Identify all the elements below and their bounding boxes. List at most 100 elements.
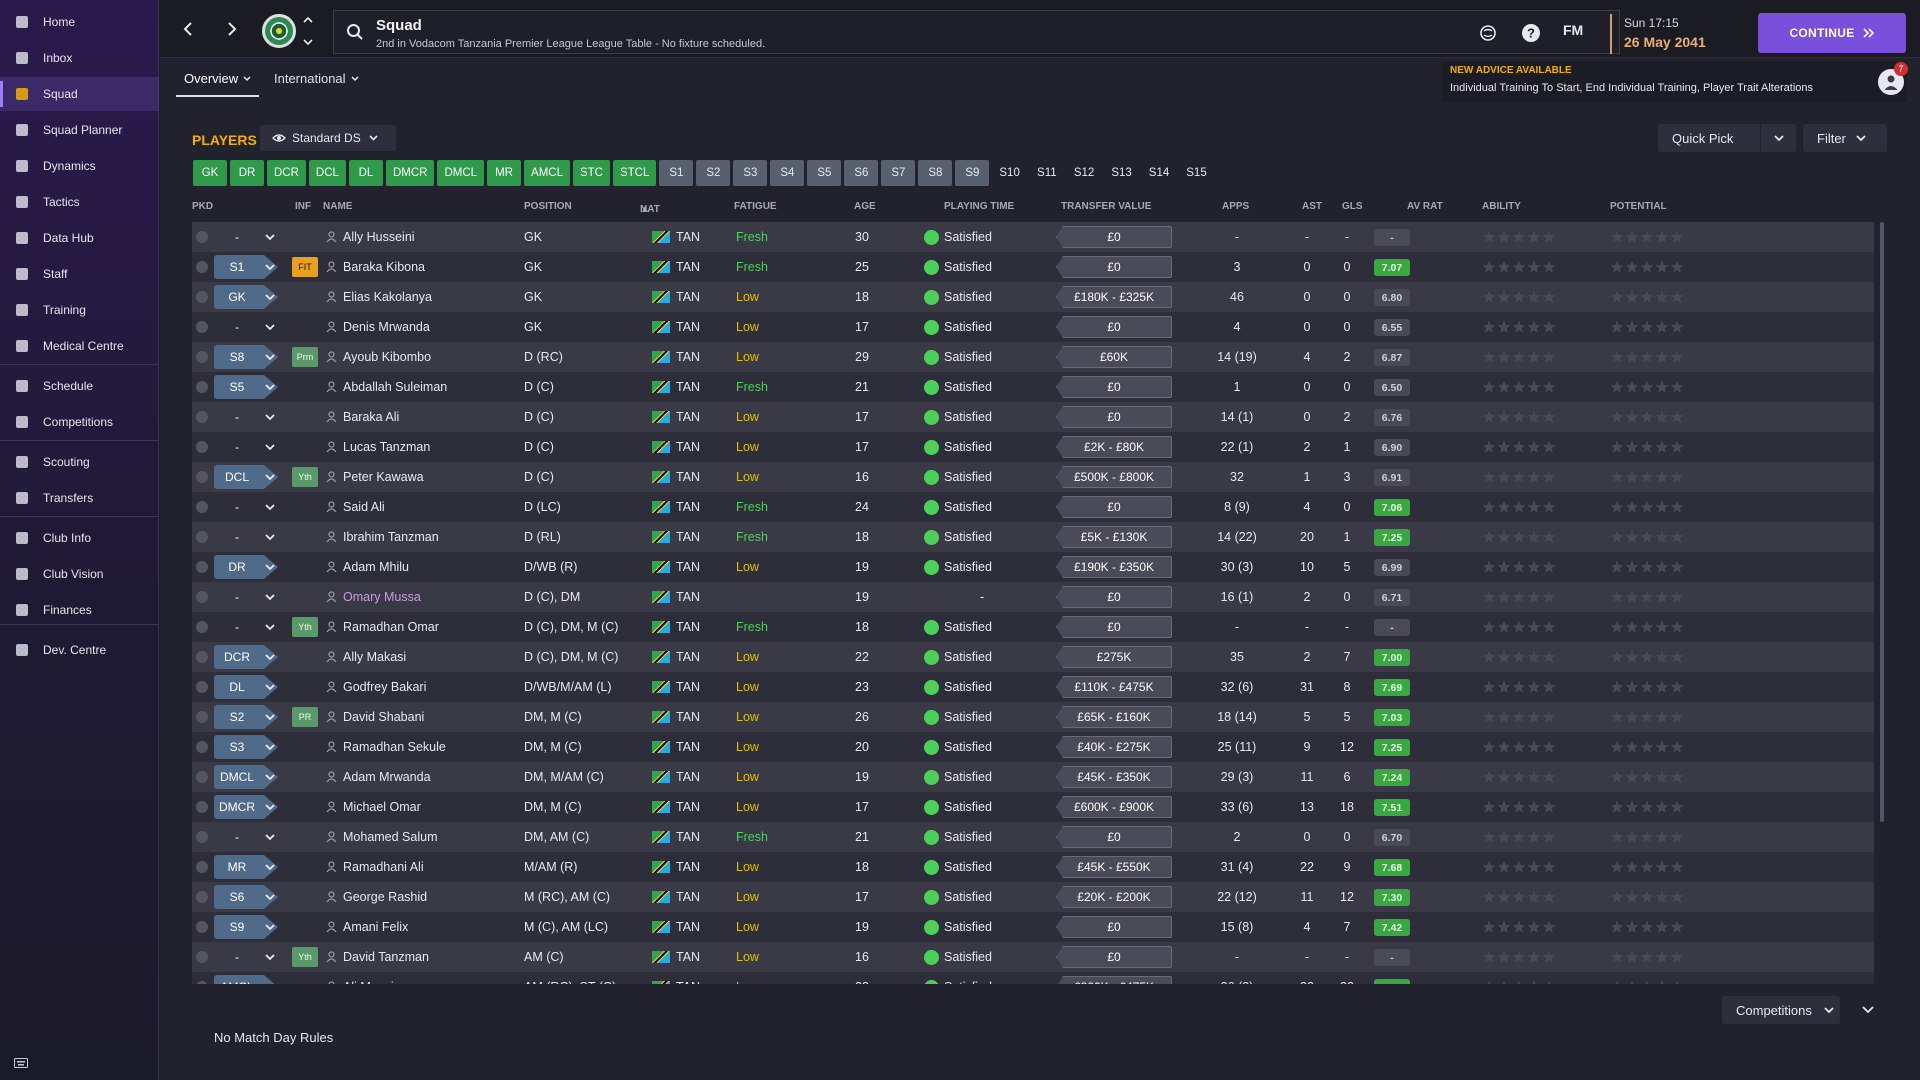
player-name[interactable]: Amani Felix	[343, 920, 409, 934]
help-button[interactable]: ?	[1520, 22, 1542, 44]
back-button[interactable]	[176, 17, 200, 41]
position-filter-s9[interactable]: S9	[955, 160, 990, 186]
row-checkbox[interactable]	[196, 801, 208, 813]
competitions-dropdown[interactable]: Competitions	[1722, 996, 1840, 1024]
selection-dropdown[interactable]: -	[214, 825, 278, 849]
table-row[interactable]: - Lucas Tanzman D (C) TAN Low 17 Satisfied £2K …	[192, 432, 1874, 462]
table-row[interactable]: DMCL Adam Mrwanda DM, M/AM (C) TAN Low 19 Sati…	[192, 762, 1874, 792]
player-name[interactable]: Elias Kakolanya	[343, 290, 432, 304]
table-row[interactable]: - Ibrahim Tanzman D (RL) TAN Fresh 18 Satisfie…	[192, 522, 1874, 552]
row-checkbox[interactable]	[196, 501, 208, 513]
sidebar-item-competitions[interactable]: Competitions	[0, 405, 159, 439]
transfer-value[interactable]: £60K	[1056, 346, 1172, 368]
player-name[interactable]: Omary Mussa	[343, 590, 421, 604]
sidebar-item-data-hub[interactable]: Data Hub	[0, 221, 159, 255]
selection-dropdown[interactable]: -	[214, 615, 278, 639]
table-row[interactable]: - Ally Husseini GK TAN Fresh 30 Satisfied £0 - - -…	[192, 222, 1874, 252]
advice-panel[interactable]: NEW ADVICE AVAILABLE Individual Training…	[1442, 62, 1908, 102]
row-checkbox[interactable]	[196, 741, 208, 753]
transfer-value[interactable]: £190K - £350K	[1056, 556, 1172, 578]
position-filter-mr[interactable]: MR	[487, 160, 522, 186]
view-selector[interactable]: Standard DS	[260, 125, 396, 151]
col-apps[interactable]: APPS	[1222, 201, 1250, 212]
player-name[interactable]: Said Ali	[343, 500, 385, 514]
position-filter-s13[interactable]: S13	[1111, 167, 1132, 179]
row-checkbox[interactable]	[196, 471, 208, 483]
sidebar-item-schedule[interactable]: Schedule	[0, 369, 159, 403]
col-fatigue[interactable]: FATIGUE	[734, 201, 777, 212]
position-filter-stc[interactable]: STC	[572, 160, 610, 186]
position-filter-dl[interactable]: DL	[348, 160, 383, 186]
club-switcher[interactable]	[302, 16, 314, 46]
col-inf[interactable]: INF	[295, 201, 312, 212]
row-checkbox[interactable]	[196, 291, 208, 303]
panel-collapse-icon[interactable]	[1860, 1002, 1876, 1018]
table-row[interactable]: S2 PR David Shabani DM, M (C) TAN Low 26 Satisf…	[192, 702, 1874, 732]
position-filter-dr[interactable]: DR	[230, 160, 264, 186]
transfer-value[interactable]: £2K - £80K	[1056, 436, 1172, 458]
table-row[interactable]: S5 Abdallah Suleiman D (C) TAN Fresh 21 Satisf…	[192, 372, 1874, 402]
transfer-value[interactable]: £0	[1056, 586, 1172, 608]
table-row[interactable]: S1 FIT Baraka Kibona GK TAN Fresh 25 Satisfied £…	[192, 252, 1874, 282]
sidebar-item-staff[interactable]: Staff	[0, 257, 159, 291]
position-filter-s4[interactable]: S4	[770, 160, 805, 186]
sidebar-item-dev-centre[interactable]: Dev. Centre	[0, 633, 159, 667]
player-name[interactable]: Adam Mhilu	[343, 560, 409, 574]
transfer-value[interactable]: £5K - £130K	[1056, 526, 1172, 548]
transfer-value[interactable]: £40K - £275K	[1056, 736, 1172, 758]
selection-dropdown[interactable]: -	[214, 405, 278, 429]
selection-dropdown[interactable]: -	[214, 945, 278, 969]
col-playing-time[interactable]: PLAYING TIME	[944, 201, 1015, 212]
sidebar-item-club-vision[interactable]: Club Vision	[0, 557, 159, 591]
row-checkbox[interactable]	[196, 591, 208, 603]
selection-dropdown[interactable]: DR	[214, 555, 278, 579]
col-potential[interactable]: POTENTIAL	[1610, 201, 1667, 212]
transfer-value[interactable]: £0	[1056, 316, 1172, 338]
transfer-value[interactable]: £20K - £200K	[1056, 886, 1172, 908]
selection-dropdown[interactable]: -	[214, 435, 278, 459]
transfer-value[interactable]: £0	[1056, 406, 1172, 428]
row-checkbox[interactable]	[196, 771, 208, 783]
player-name[interactable]: Godfrey Bakari	[343, 680, 427, 694]
transfer-value[interactable]: £45K - £350K	[1056, 766, 1172, 788]
position-filter-s1[interactable]: S1	[659, 160, 694, 186]
sidebar-item-training[interactable]: Training	[0, 293, 159, 327]
col-gls[interactable]: GLS	[1342, 201, 1363, 212]
player-name[interactable]: Ally Makasi	[343, 650, 407, 664]
selection-dropdown[interactable]: -	[214, 495, 278, 519]
sidebar-item-inbox[interactable]: Inbox	[0, 41, 159, 75]
selection-dropdown[interactable]: AMCL	[214, 975, 278, 984]
tab-international[interactable]: International	[274, 71, 359, 86]
position-filter-s14[interactable]: S14	[1148, 167, 1170, 179]
selection-dropdown[interactable]: -	[214, 525, 278, 549]
fm-logo[interactable]: FM	[1563, 22, 1584, 38]
position-filter-stcl[interactable]: STCL	[612, 160, 657, 186]
transfer-value[interactable]: £300K - £475K	[1056, 976, 1172, 984]
transfer-value[interactable]: £275K	[1056, 646, 1172, 668]
table-row[interactable]: AMCL Ali Masai AM (RC), ST (C) TAN Low 23 Sati…	[192, 972, 1874, 984]
player-name[interactable]: Baraka Ali	[343, 410, 400, 424]
row-checkbox[interactable]	[196, 681, 208, 693]
transfer-value[interactable]: £0	[1056, 946, 1172, 968]
position-filter-s7[interactable]: S7	[881, 160, 916, 186]
table-row[interactable]: DL Godfrey Bakari D/WB/M/AM (L) TAN Low 23 Sat…	[192, 672, 1874, 702]
selection-dropdown[interactable]: -	[214, 585, 278, 609]
position-filter-amcl[interactable]: AMCL	[524, 160, 570, 186]
player-name[interactable]: Michael Omar	[343, 800, 421, 814]
transfer-value[interactable]: £0	[1056, 256, 1172, 278]
table-row[interactable]: - Said Ali D (LC) TAN Fresh 24 Satisfied £0 8 (9…	[192, 492, 1874, 522]
selection-dropdown[interactable]: DL	[214, 675, 278, 699]
position-filter-s10[interactable]: S10	[999, 167, 1020, 179]
transfer-value[interactable]: £110K - £475K	[1056, 676, 1172, 698]
row-checkbox[interactable]	[196, 321, 208, 333]
sidebar-item-medical-centre[interactable]: Medical Centre	[0, 329, 159, 363]
quick-pick-dropdown[interactable]	[1760, 124, 1796, 152]
sidebar-item-finances[interactable]: Finances	[0, 593, 159, 627]
quick-pick-button[interactable]: Quick Pick	[1658, 124, 1796, 152]
table-row[interactable]: DCR Ally Makasi D (C), DM, M (C) TAN Low 22 Sa…	[192, 642, 1874, 672]
position-filter-s2[interactable]: S2	[696, 160, 731, 186]
transfer-value[interactable]: £45K - £550K	[1056, 856, 1172, 878]
selection-dropdown[interactable]: -	[214, 225, 278, 249]
player-name[interactable]: George Rashid	[343, 890, 428, 904]
player-name[interactable]: Ali Masai	[343, 980, 394, 984]
